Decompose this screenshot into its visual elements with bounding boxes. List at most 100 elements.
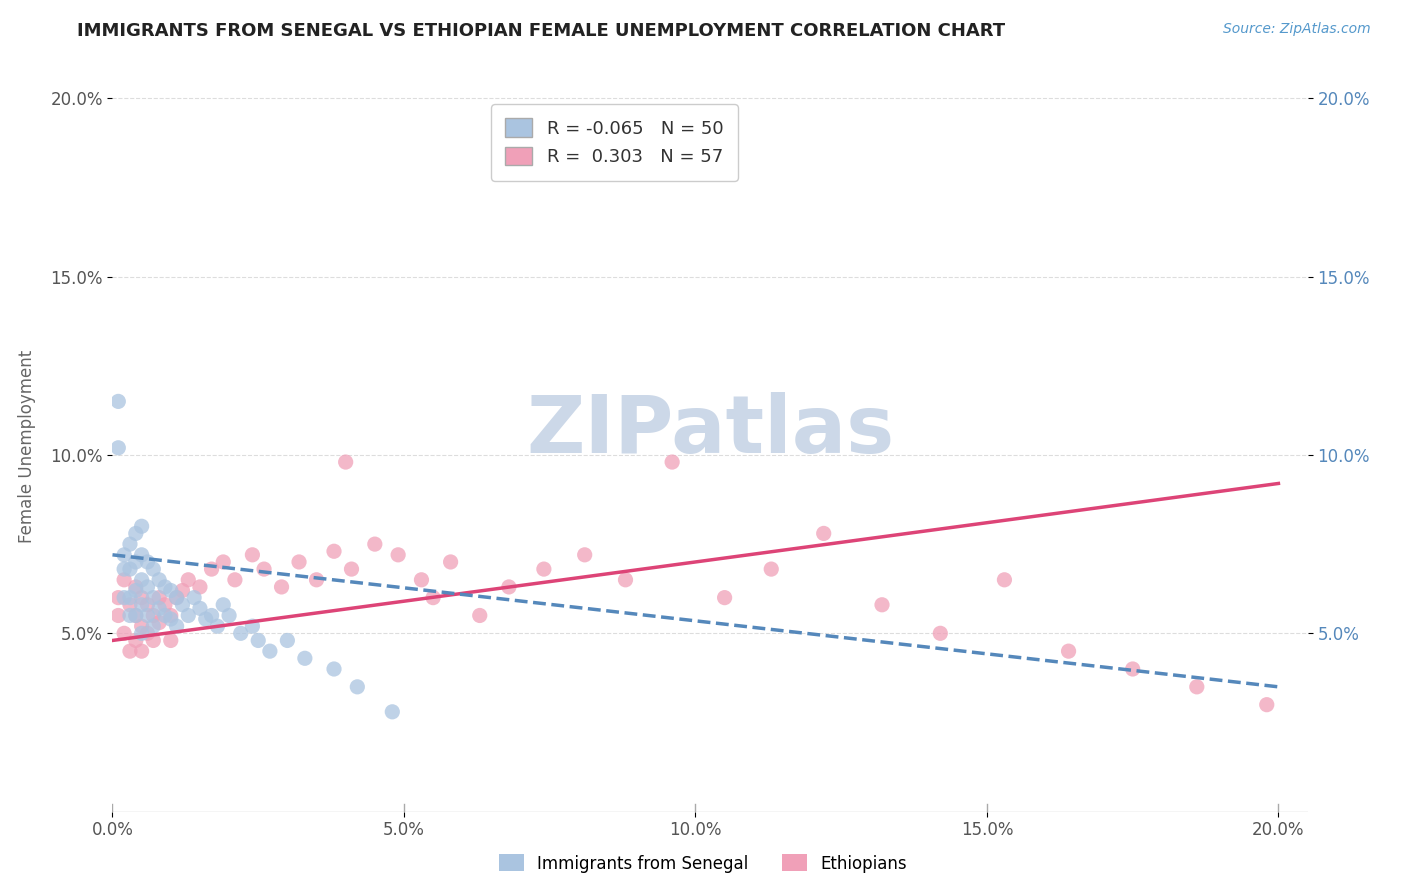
Point bbox=[107, 394, 129, 409]
Point bbox=[207, 619, 229, 633]
Point bbox=[422, 591, 444, 605]
Point bbox=[761, 562, 783, 576]
Point bbox=[118, 562, 141, 576]
Point bbox=[439, 555, 461, 569]
Point bbox=[468, 608, 491, 623]
Point bbox=[107, 591, 129, 605]
Point bbox=[229, 626, 252, 640]
Point bbox=[294, 651, 316, 665]
Point bbox=[166, 591, 188, 605]
Point bbox=[212, 555, 235, 569]
Point bbox=[118, 537, 141, 551]
Point bbox=[118, 591, 141, 605]
Point bbox=[148, 601, 170, 615]
Point bbox=[870, 598, 893, 612]
Point bbox=[276, 633, 298, 648]
Point bbox=[183, 591, 205, 605]
Point bbox=[131, 644, 153, 658]
Point bbox=[1185, 680, 1208, 694]
Point bbox=[153, 608, 176, 623]
Point bbox=[270, 580, 292, 594]
Point bbox=[136, 608, 159, 623]
Point bbox=[713, 591, 735, 605]
Y-axis label: Female Unemployment: Female Unemployment bbox=[18, 350, 37, 542]
Point bbox=[131, 519, 153, 533]
Point bbox=[218, 608, 240, 623]
Point bbox=[136, 555, 159, 569]
Point bbox=[142, 608, 165, 623]
Point bbox=[118, 608, 141, 623]
Point bbox=[1057, 644, 1080, 658]
Point bbox=[929, 626, 952, 640]
Point bbox=[131, 591, 153, 605]
Point bbox=[131, 548, 153, 562]
Point bbox=[387, 548, 409, 562]
Point bbox=[125, 526, 148, 541]
Point bbox=[305, 573, 328, 587]
Point bbox=[323, 544, 346, 558]
Point bbox=[142, 562, 165, 576]
Point bbox=[574, 548, 596, 562]
Point bbox=[148, 615, 170, 630]
Point bbox=[142, 591, 165, 605]
Point bbox=[148, 591, 170, 605]
Point bbox=[212, 598, 235, 612]
Point bbox=[159, 612, 181, 626]
Point bbox=[242, 548, 264, 562]
Point bbox=[112, 626, 135, 640]
Point bbox=[142, 619, 165, 633]
Legend: R = -0.065   N = 50, R =  0.303   N = 57: R = -0.065 N = 50, R = 0.303 N = 57 bbox=[491, 104, 738, 180]
Point bbox=[172, 598, 194, 612]
Point bbox=[125, 608, 148, 623]
Point bbox=[661, 455, 683, 469]
Point bbox=[533, 562, 555, 576]
Point bbox=[614, 573, 637, 587]
Point bbox=[125, 583, 148, 598]
Point bbox=[166, 591, 188, 605]
Point bbox=[131, 573, 153, 587]
Point bbox=[323, 662, 346, 676]
Point bbox=[131, 626, 153, 640]
Point bbox=[112, 562, 135, 576]
Point bbox=[381, 705, 404, 719]
Point bbox=[259, 644, 281, 658]
Text: ZIPatlas: ZIPatlas bbox=[526, 392, 894, 470]
Point bbox=[288, 555, 311, 569]
Point bbox=[131, 598, 153, 612]
Point bbox=[177, 608, 200, 623]
Point bbox=[247, 633, 270, 648]
Point bbox=[498, 580, 520, 594]
Point bbox=[335, 455, 357, 469]
Legend: Immigrants from Senegal, Ethiopians: Immigrants from Senegal, Ethiopians bbox=[492, 847, 914, 880]
Point bbox=[346, 680, 368, 694]
Point bbox=[125, 580, 148, 594]
Point bbox=[813, 526, 835, 541]
Point bbox=[131, 619, 153, 633]
Point bbox=[148, 573, 170, 587]
Text: Source: ZipAtlas.com: Source: ZipAtlas.com bbox=[1223, 22, 1371, 37]
Point bbox=[153, 580, 176, 594]
Point bbox=[112, 591, 135, 605]
Point bbox=[340, 562, 363, 576]
Point bbox=[253, 562, 276, 576]
Point bbox=[1122, 662, 1144, 676]
Point bbox=[136, 598, 159, 612]
Point bbox=[159, 583, 181, 598]
Point bbox=[107, 441, 129, 455]
Point bbox=[159, 608, 181, 623]
Point bbox=[112, 573, 135, 587]
Point bbox=[411, 573, 433, 587]
Point bbox=[125, 633, 148, 648]
Point bbox=[242, 619, 264, 633]
Point bbox=[125, 555, 148, 569]
Point bbox=[107, 608, 129, 623]
Point bbox=[159, 633, 181, 648]
Point bbox=[136, 580, 159, 594]
Point bbox=[166, 619, 188, 633]
Point bbox=[153, 598, 176, 612]
Point bbox=[364, 537, 387, 551]
Point bbox=[200, 608, 222, 623]
Point bbox=[125, 608, 148, 623]
Point bbox=[993, 573, 1015, 587]
Point bbox=[1256, 698, 1278, 712]
